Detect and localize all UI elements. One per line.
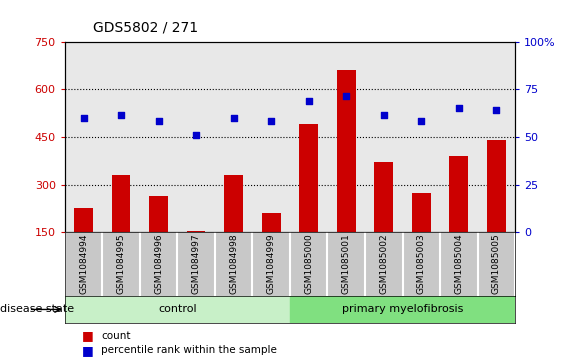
Text: GSM1085001: GSM1085001 xyxy=(342,234,351,294)
Text: GSM1084996: GSM1084996 xyxy=(154,234,163,294)
Point xyxy=(191,132,200,138)
Point xyxy=(117,112,126,118)
Text: disease state: disease state xyxy=(0,305,74,314)
Bar xyxy=(149,196,168,232)
Text: count: count xyxy=(101,331,131,341)
Bar xyxy=(65,296,290,323)
Text: GSM1084998: GSM1084998 xyxy=(229,234,238,294)
Bar xyxy=(224,175,243,232)
Bar xyxy=(449,156,468,232)
Text: GSM1084999: GSM1084999 xyxy=(267,234,276,294)
Text: GDS5802 / 271: GDS5802 / 271 xyxy=(93,20,198,34)
Text: control: control xyxy=(158,305,196,314)
Bar xyxy=(374,163,393,232)
Point xyxy=(304,98,313,103)
Bar xyxy=(412,193,431,232)
Point xyxy=(229,115,238,121)
Bar xyxy=(187,231,205,232)
Point xyxy=(454,106,463,111)
Point xyxy=(154,118,163,124)
Text: GSM1085000: GSM1085000 xyxy=(304,234,313,294)
Bar xyxy=(337,70,356,232)
Point xyxy=(267,118,276,124)
Bar xyxy=(487,140,506,232)
Text: ■: ■ xyxy=(82,344,93,357)
Text: GSM1085005: GSM1085005 xyxy=(492,234,501,294)
Point xyxy=(417,118,426,124)
Text: GSM1084995: GSM1084995 xyxy=(117,234,126,294)
Text: GSM1085004: GSM1085004 xyxy=(454,234,463,294)
Text: primary myelofibrosis: primary myelofibrosis xyxy=(342,305,463,314)
Text: GSM1085002: GSM1085002 xyxy=(379,234,388,294)
Text: percentile rank within the sample: percentile rank within the sample xyxy=(101,345,277,355)
Text: GSM1084994: GSM1084994 xyxy=(79,234,88,294)
Text: GSM1084997: GSM1084997 xyxy=(191,234,200,294)
Bar xyxy=(111,175,131,232)
Point xyxy=(342,93,351,99)
Point xyxy=(492,107,501,113)
Text: ■: ■ xyxy=(82,329,93,342)
Bar xyxy=(290,296,515,323)
Bar xyxy=(300,124,318,232)
Bar xyxy=(74,208,93,232)
Point xyxy=(379,112,388,118)
Point xyxy=(79,115,88,121)
Text: GSM1085003: GSM1085003 xyxy=(417,234,426,294)
Bar xyxy=(262,213,280,232)
